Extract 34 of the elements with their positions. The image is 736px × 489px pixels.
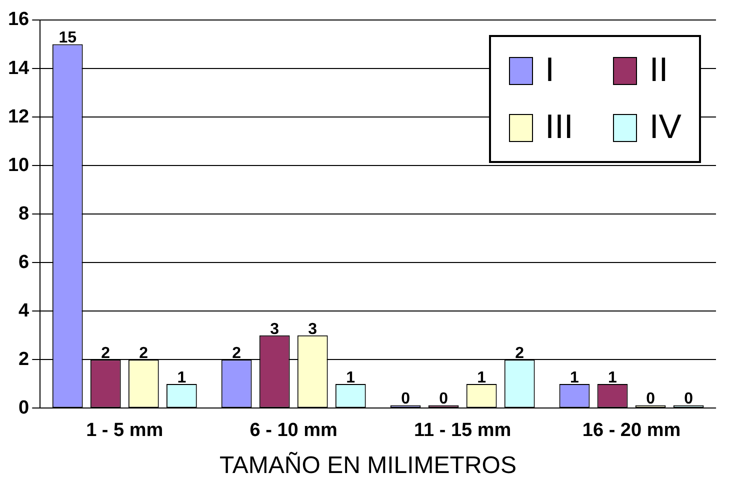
- x-axis-title: TAMAÑO EN MILIMETROS: [218, 452, 518, 480]
- data-label: 0: [401, 390, 410, 408]
- x-tick-label: 16 - 20 mm: [582, 420, 681, 441]
- y-tick-label: 6: [18, 252, 30, 273]
- y-tick-label: 14: [8, 58, 30, 79]
- data-label: 1: [177, 369, 186, 386]
- y-tick-label: 10: [8, 154, 30, 176]
- y-tick-label: 8: [18, 203, 30, 224]
- x-tick-label: 1 - 5 mm: [86, 420, 164, 441]
- data-label: 1: [608, 369, 618, 386]
- data-label: 3: [270, 320, 280, 338]
- data-label: 0: [684, 390, 694, 408]
- data-label: 1: [346, 369, 356, 386]
- x-tick-label: 6 - 10 mm: [250, 420, 338, 441]
- legend-label: IV: [649, 108, 682, 147]
- data-label: 1: [477, 369, 486, 386]
- x-tick-label: 11 - 15 mm: [414, 420, 512, 441]
- y-tick-label: 0: [18, 397, 30, 418]
- y-tick-label: 2: [18, 348, 30, 370]
- y-tick-label: 12: [8, 106, 30, 128]
- y-tick-label: 4: [18, 300, 30, 322]
- data-label: 2: [232, 345, 242, 362]
- y-tick-label: 16: [8, 9, 30, 30]
- legend-label: I: [545, 51, 554, 90]
- data-label: 15: [58, 30, 77, 47]
- legend-label: III: [545, 108, 574, 147]
- legend-label: II: [649, 51, 668, 90]
- data-label: 0: [646, 390, 656, 408]
- data-label: 2: [515, 345, 524, 362]
- data-label: 2: [101, 345, 110, 362]
- data-label: 3: [308, 320, 318, 338]
- data-label: 2: [139, 345, 148, 362]
- data-label: 0: [439, 390, 448, 408]
- data-label: 1: [570, 369, 580, 386]
